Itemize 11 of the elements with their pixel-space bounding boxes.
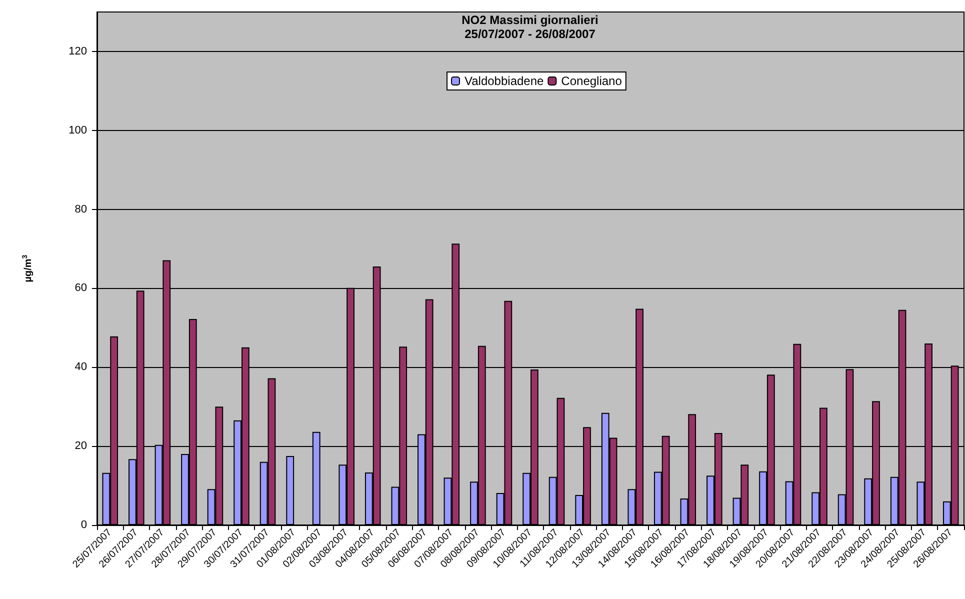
legend-label: Conegliano <box>561 74 622 88</box>
y-tick-label: 80 <box>74 203 87 216</box>
text: 25/07/2007 - 26/08/2007 <box>464 27 596 41</box>
chart-title: NO2 Massimi giornalieri <box>462 13 598 27</box>
y-tick-label: 100 <box>68 124 87 136</box>
y-tick-label: 0 <box>80 519 87 531</box>
y-tick-label: 20 <box>74 440 87 452</box>
y-tick-label: 120 <box>68 45 87 58</box>
y-tick-label: 40 <box>74 361 87 374</box>
legend-label: Valdobbiadene <box>464 74 544 88</box>
y-tick-label: 60 <box>74 282 87 294</box>
